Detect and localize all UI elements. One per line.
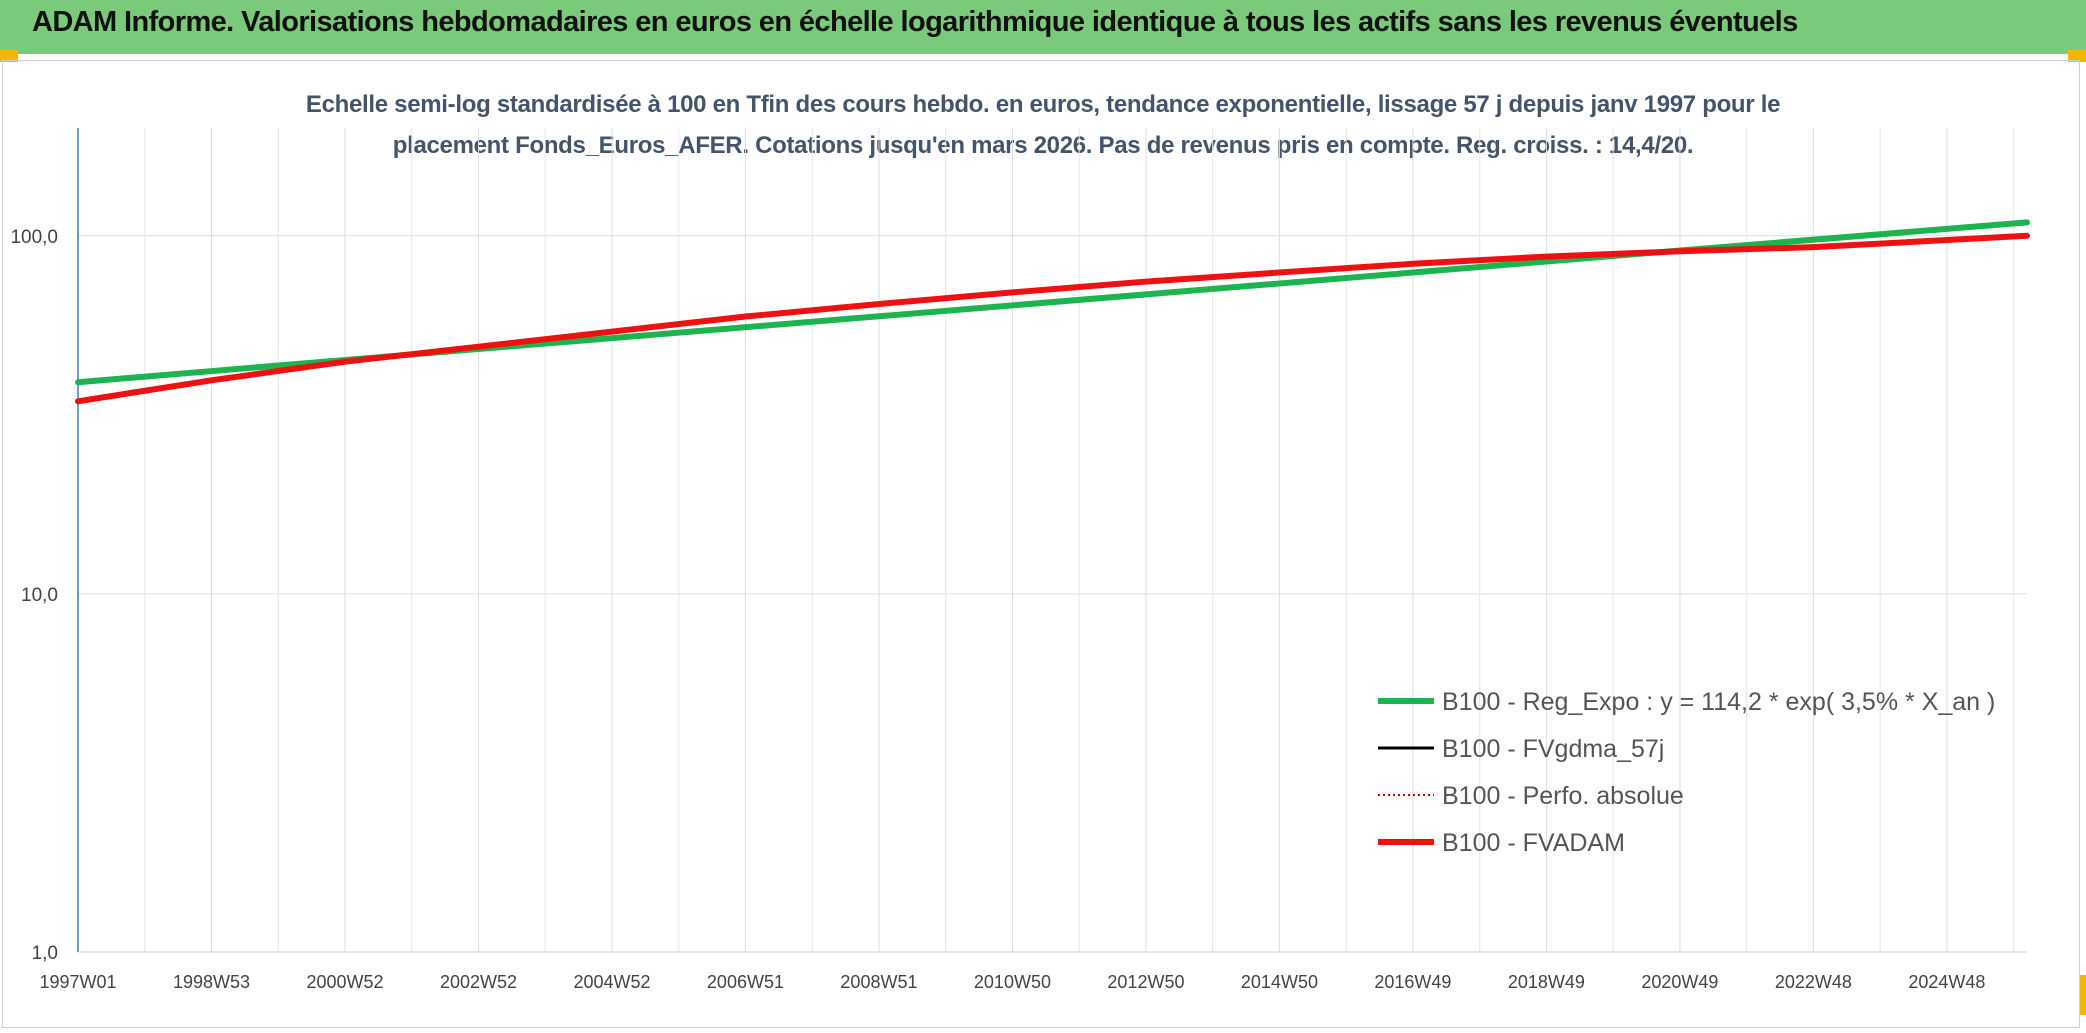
header-bar: ADAM Informe. Valorisations hebdomadaire… [0, 0, 2086, 54]
x-tick-label: 2014W50 [1241, 972, 1318, 992]
chart-title: Echelle semi-log standardisée à 100 en T… [180, 84, 1906, 166]
grid-lines [77, 128, 2027, 953]
y-tick-label: 10,0 [21, 585, 58, 606]
x-tick-label: 2022W48 [1775, 972, 1852, 992]
corner-mark-right [2068, 50, 2086, 62]
x-tick-label: 2004W52 [573, 972, 650, 992]
x-tick-label: 2006W51 [707, 972, 784, 992]
corner-mark-left [0, 50, 18, 62]
page-title: ADAM Informe. Valorisations hebdomadaire… [32, 6, 1798, 38]
chart-frame [2, 60, 2080, 1028]
x-tick-label: 2016W49 [1374, 972, 1451, 992]
x-tick-label: 2008W51 [840, 972, 917, 992]
x-tick-label: 2002W52 [440, 972, 517, 992]
x-tick-label: 2012W50 [1107, 972, 1184, 992]
x-tick-label: 2020W49 [1641, 972, 1718, 992]
legend-label: B100 - FVgdma_57j [1442, 735, 1664, 763]
y-tick-label: 100,0 [10, 227, 58, 248]
x-tick-label: 1998W53 [173, 972, 250, 992]
y-tick-label: 1,0 [32, 943, 58, 964]
corner-mark-bottom-right [2080, 975, 2086, 1015]
series-line-3 [75, 232, 2030, 405]
x-tick-label: 2018W49 [1508, 972, 1585, 992]
legend-label: B100 - Reg_Expo : y = 114,2 * exp( 3,5% … [1442, 688, 1995, 716]
x-tick-label: 2010W50 [974, 972, 1051, 992]
y-axis-ticks: 1,0 10,0 100,0 [10, 227, 58, 964]
chart-title-line1: Echelle semi-log standardisée à 100 en T… [305, 91, 1781, 118]
x-axis-ticks: 1997W01 1998W53 2000W52 2002W52 2004W52 2006W… [39, 972, 1985, 992]
x-tick-label: 2000W52 [306, 972, 383, 992]
legend-label: B100 - FVADAM [1442, 829, 1625, 857]
x-tick-label: 1997W01 [39, 972, 116, 992]
series-lines [75, 219, 2030, 405]
x-tick-label: 2024W48 [1908, 972, 1985, 992]
legend: B100 - Reg_Expo : y = 114,2 * exp( 3,5% … [1378, 688, 1995, 857]
legend-label: B100 - Perfo. absolue [1442, 782, 1684, 810]
chart-title-line2: placement Fonds_Euros_AFER. Cotations ju… [392, 132, 1694, 159]
